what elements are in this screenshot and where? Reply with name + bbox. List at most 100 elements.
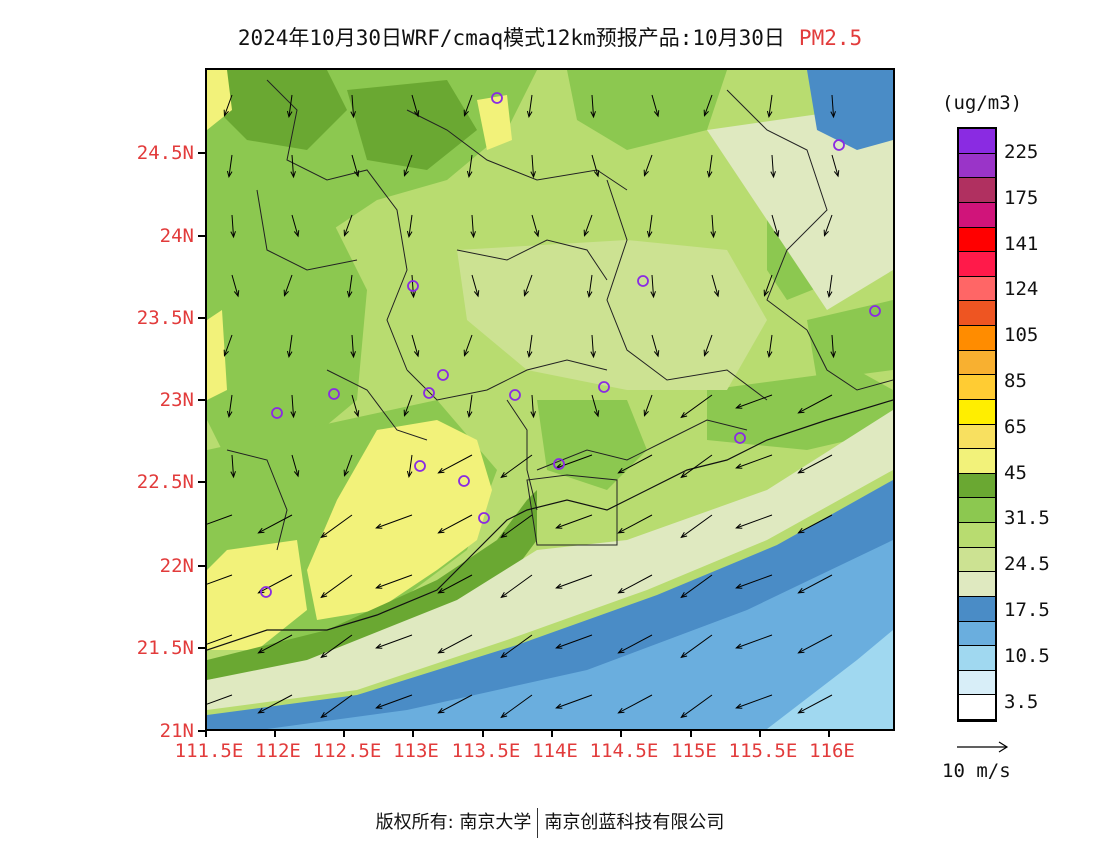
wind-arrow-icon bbox=[643, 394, 653, 417]
wind-arrow-icon bbox=[257, 694, 293, 714]
wind-arrow-icon bbox=[766, 94, 773, 119]
copyright-footer: 版权所有: 南京大学 南京创蓝科技有限公司 bbox=[0, 808, 1100, 838]
wind-arrow-icon bbox=[411, 94, 420, 118]
wind-arrow-icon bbox=[320, 514, 353, 539]
wind-arrow-icon bbox=[230, 214, 236, 239]
colorbar-label: 24.5 bbox=[1004, 553, 1050, 576]
wind-arrow-icon bbox=[350, 334, 356, 359]
wind-arrow-icon bbox=[283, 274, 293, 297]
wind-arrow-icon bbox=[286, 94, 293, 119]
wind-arrow-icon bbox=[651, 334, 660, 358]
wind-arrow-icon bbox=[291, 214, 300, 238]
x-tick-mark bbox=[620, 730, 622, 737]
wind-arrow-icon bbox=[651, 94, 660, 118]
x-tick-label: 115.5E bbox=[728, 740, 798, 762]
x-tick-label: 112E bbox=[255, 740, 301, 762]
wind-arrow-icon bbox=[437, 574, 473, 594]
wind-arrow-icon bbox=[346, 274, 353, 299]
wind-arrow-icon bbox=[207, 574, 233, 585]
station-markers bbox=[260, 92, 881, 598]
wind-arrow-icon bbox=[735, 394, 773, 409]
y-tick-mark bbox=[198, 730, 206, 732]
wind-arrow-icon bbox=[410, 274, 416, 299]
y-tick-mark bbox=[198, 317, 206, 319]
colorbar-segment bbox=[959, 498, 995, 523]
wind-arrow-icon bbox=[555, 574, 593, 589]
x-tick-mark bbox=[343, 730, 345, 737]
colorbar-segment bbox=[959, 547, 995, 573]
colorbar-segment bbox=[959, 276, 995, 302]
wind-arrow-icon bbox=[437, 514, 473, 534]
colorbar-segment bbox=[959, 153, 995, 179]
wind-arrow-icon bbox=[771, 214, 780, 238]
station-marker-icon bbox=[491, 92, 503, 104]
wind-arrow-icon bbox=[680, 394, 713, 419]
y-tick-label: 22N bbox=[159, 555, 194, 577]
wind-arrow-icon bbox=[466, 394, 473, 419]
wind-arrow-icon bbox=[526, 334, 533, 359]
wind-arrow-icon bbox=[437, 454, 473, 474]
station-marker-icon bbox=[260, 586, 272, 598]
wind-arrow-icon bbox=[735, 574, 773, 589]
colorbar-segment bbox=[959, 326, 995, 351]
map-title: 2024年10月30日WRF/cmaq模式12km预报产品:10月30日 PM2.… bbox=[0, 22, 1100, 52]
wind-arrow-icon bbox=[590, 334, 596, 359]
colorbar-label: 105 bbox=[1004, 324, 1039, 347]
wind-arrow-icon bbox=[223, 334, 233, 357]
wind-arrow-icon bbox=[797, 394, 833, 414]
wind-arrow-icon bbox=[617, 514, 653, 534]
wind-arrow-icon bbox=[830, 334, 836, 359]
wind-arrow-icon bbox=[797, 514, 833, 534]
wind-arrow-icon bbox=[207, 694, 233, 705]
wind-arrow-icon bbox=[375, 514, 413, 529]
x-tick-label: 114E bbox=[532, 740, 578, 762]
y-tick-mark bbox=[198, 647, 206, 649]
colorbar-label: 10.5 bbox=[1004, 644, 1050, 667]
wind-arrow-icon bbox=[797, 694, 833, 714]
wind-arrow-icon bbox=[591, 394, 600, 418]
wind-arrow-icon bbox=[617, 634, 653, 654]
y-tick-label: 23N bbox=[159, 389, 194, 411]
wind-arrow-icon bbox=[555, 514, 593, 529]
colorbar-segment bbox=[959, 473, 995, 499]
wind-arrow-icon bbox=[763, 274, 773, 297]
colorbar-segment bbox=[959, 596, 995, 622]
wind-arrow-icon bbox=[530, 394, 536, 419]
wind-arrow-icon bbox=[226, 394, 233, 419]
colorbar-unit: (ug/m3) bbox=[942, 92, 1023, 114]
colorbar-segment bbox=[959, 227, 995, 253]
wind-arrow-icon bbox=[703, 94, 713, 117]
x-tick-label: 116E bbox=[809, 740, 855, 762]
wind-arrow-icon bbox=[466, 154, 473, 179]
wind-arrow-icon bbox=[403, 394, 413, 417]
wind-arrow-icon bbox=[463, 334, 473, 357]
x-tick-label: 115E bbox=[671, 740, 717, 762]
station-marker-icon bbox=[478, 512, 490, 524]
y-tick-mark bbox=[198, 481, 206, 483]
station-marker-icon bbox=[328, 388, 340, 400]
wind-arrow-icon bbox=[411, 334, 420, 358]
wind-arrow-icon bbox=[680, 694, 713, 719]
colorbar-segment bbox=[959, 301, 995, 326]
wind-arrow-icon bbox=[523, 274, 533, 297]
colorbar-label: 141 bbox=[1004, 232, 1039, 255]
wind-arrow-icon bbox=[226, 154, 233, 179]
wind-arrow-icon bbox=[375, 634, 413, 649]
pollutant-label: PM2.5 bbox=[798, 26, 863, 50]
colorbar-segment bbox=[959, 178, 995, 203]
wind-arrow-icon bbox=[350, 94, 356, 119]
colorbar-segment bbox=[959, 695, 995, 720]
x-tick-mark bbox=[828, 730, 830, 737]
wind-arrow-icon bbox=[403, 154, 413, 177]
y-tick-mark bbox=[198, 152, 206, 154]
wind-arrow-icon bbox=[711, 274, 720, 298]
wind-arrow-icon bbox=[437, 634, 473, 654]
wind-reference-arrow-icon bbox=[957, 741, 1009, 753]
wind-arrow-icon bbox=[320, 574, 353, 599]
y-tick-label: 21.5N bbox=[136, 637, 194, 659]
wind-arrow-icon bbox=[735, 694, 773, 709]
wind-arrow-icon bbox=[531, 214, 540, 238]
wind-arrow-icon bbox=[831, 154, 840, 178]
y-tick-label: 21N bbox=[159, 720, 194, 742]
x-tick-mark bbox=[482, 730, 484, 737]
